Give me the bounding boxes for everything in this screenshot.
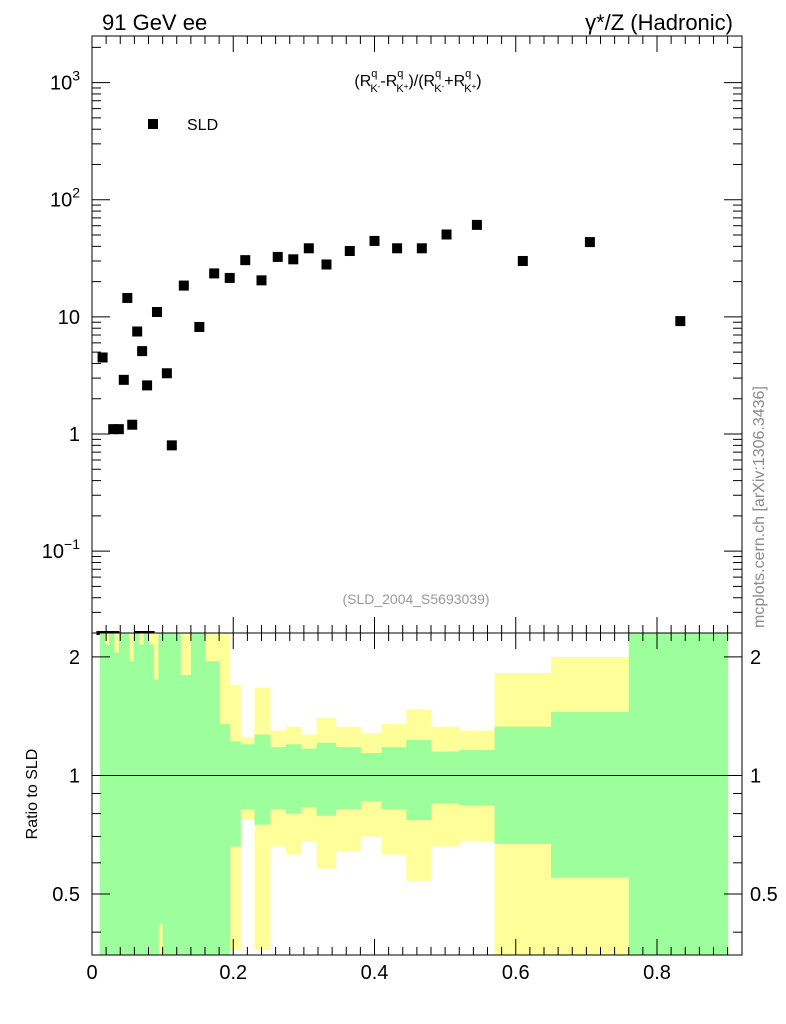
data-point bbox=[118, 374, 129, 385]
data-point bbox=[256, 275, 267, 286]
band-inner bbox=[143, 633, 149, 955]
band-inner bbox=[551, 711, 630, 878]
y-tick-label: 10 bbox=[58, 307, 80, 329]
x-tick-label: 0.8 bbox=[643, 962, 671, 984]
data-point bbox=[97, 352, 108, 363]
data-point bbox=[321, 259, 332, 270]
analysis-id: (SLD_2004_S5693039) bbox=[342, 591, 489, 607]
data-point bbox=[194, 321, 205, 332]
ratio-y-axis: 0.5 0.5 1 1 2 2 bbox=[52, 647, 778, 933]
band-inner bbox=[360, 753, 383, 802]
ratio-y-axis-label: Ratio to SLD bbox=[24, 749, 41, 840]
band-inner bbox=[301, 748, 318, 808]
data-point bbox=[137, 346, 148, 357]
data-points bbox=[96, 219, 686, 635]
data-point bbox=[675, 316, 686, 327]
band-inner bbox=[104, 644, 110, 955]
band-inner bbox=[459, 750, 496, 806]
band-inner bbox=[118, 633, 125, 955]
data-point bbox=[392, 243, 403, 254]
band-inner bbox=[431, 751, 460, 804]
data-point bbox=[161, 368, 172, 379]
data-point bbox=[303, 243, 314, 254]
y-tick-label: 10−1 bbox=[42, 536, 80, 563]
data-point bbox=[416, 243, 427, 254]
data-point bbox=[441, 229, 452, 240]
band-inner bbox=[190, 633, 206, 955]
data-point bbox=[288, 254, 299, 265]
legend-marker-sld bbox=[148, 119, 158, 129]
data-point bbox=[151, 307, 162, 318]
ratio-y-tick-label-left: 0.5 bbox=[52, 884, 80, 906]
band-inner bbox=[162, 633, 181, 955]
band-inner bbox=[254, 734, 271, 825]
main-x-axis bbox=[91, 36, 729, 633]
band-inner bbox=[316, 742, 337, 816]
band-inner bbox=[113, 652, 120, 955]
header-left: 91 GeV ee bbox=[102, 10, 207, 35]
ratio-bands bbox=[99, 633, 729, 955]
band-inner bbox=[205, 661, 220, 955]
band-inner bbox=[229, 741, 241, 847]
band-inner bbox=[240, 744, 255, 810]
data-point bbox=[240, 255, 251, 266]
data-point bbox=[224, 272, 235, 283]
band-inner bbox=[133, 633, 140, 955]
ratio-y-tick-label-right: 2 bbox=[750, 647, 761, 669]
y-tick-label: 1 bbox=[69, 424, 80, 446]
data-point bbox=[166, 440, 177, 451]
data-point bbox=[344, 246, 355, 257]
band-inner bbox=[180, 674, 192, 955]
ratio-y-tick-label-left: 2 bbox=[69, 647, 80, 669]
legend-label-sld: SLD bbox=[187, 117, 218, 134]
watermark: mcplots.cern.ch [arXiv:1306.3436] bbox=[751, 386, 768, 628]
main-y-axis: 10−1 1 10 102 103 bbox=[42, 46, 742, 634]
data-point bbox=[127, 419, 138, 430]
band-inner bbox=[148, 644, 154, 955]
data-point bbox=[517, 255, 528, 266]
data-point bbox=[584, 237, 595, 248]
data-point bbox=[209, 268, 220, 279]
band-inner bbox=[153, 679, 159, 955]
y-tick-label: 103 bbox=[50, 68, 80, 95]
ratio-y-tick-label-right: 1 bbox=[750, 765, 761, 787]
data-point bbox=[369, 235, 380, 246]
data-point bbox=[142, 380, 153, 391]
x-tick-label: 0.4 bbox=[361, 962, 389, 984]
ratio-y-tick-label-left: 1 bbox=[69, 765, 80, 787]
band-inner bbox=[285, 744, 302, 814]
band-inner bbox=[269, 747, 287, 810]
x-tick-label: 0.6 bbox=[502, 962, 530, 984]
observable-label: (Rq K--Rq K+)/(Rq K-+Rq K+) bbox=[354, 68, 481, 95]
data-point bbox=[108, 424, 119, 435]
header-right: γ*/Z (Hadronic) bbox=[585, 10, 733, 35]
band-inner bbox=[628, 633, 729, 955]
y-tick-label: 102 bbox=[50, 185, 80, 212]
band-inner bbox=[158, 633, 164, 924]
band-inner bbox=[335, 747, 361, 810]
x-tick-label: 0.2 bbox=[219, 962, 247, 984]
band-inner bbox=[128, 661, 135, 955]
band-inner bbox=[138, 644, 145, 955]
band-inner bbox=[406, 740, 432, 821]
data-point bbox=[122, 292, 133, 303]
ratio-x-axis: 0 0.2 0.4 0.6 0.8 bbox=[86, 633, 729, 984]
band-inner bbox=[219, 724, 231, 955]
band-inner bbox=[494, 726, 552, 844]
band-inner bbox=[381, 747, 407, 810]
band-inner bbox=[108, 633, 115, 955]
x-tick-label: 0 bbox=[86, 962, 97, 984]
band-inner bbox=[123, 633, 130, 955]
data-point bbox=[132, 326, 143, 337]
band-inner bbox=[99, 633, 106, 955]
ratio-y-tick-label-right: 0.5 bbox=[750, 884, 778, 906]
data-point bbox=[471, 219, 482, 230]
data-point bbox=[178, 280, 189, 291]
data-point bbox=[272, 251, 283, 262]
data-point bbox=[113, 424, 124, 435]
